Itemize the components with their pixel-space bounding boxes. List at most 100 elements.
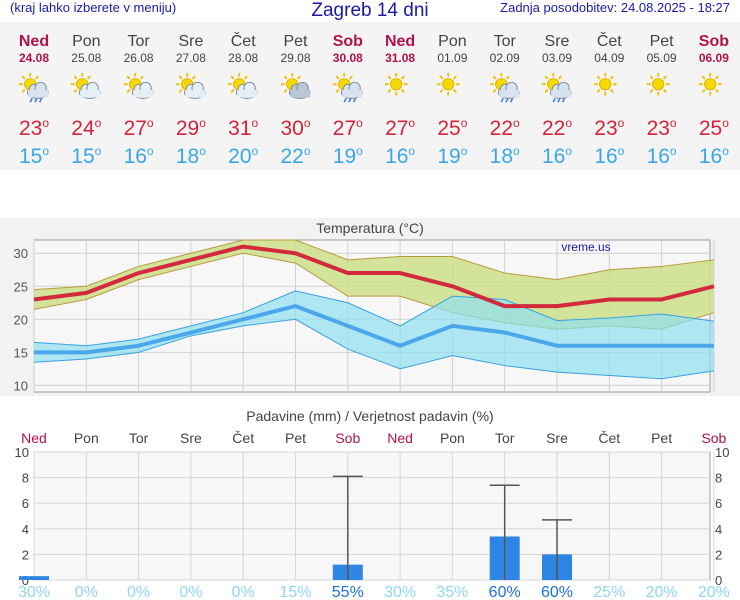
min-temp: 16o [594, 144, 625, 168]
day-column: Pon 25.08 24o 15o [60, 22, 112, 168]
temperature-chart-bg [0, 218, 740, 396]
day-date: 01.09 [437, 51, 468, 65]
page-title: Zagreb 14 dni [311, 0, 429, 21]
daily-forecast-strip: Ned 24.08 23o 15o Pon 25.08 24o 15o Tor 26… [0, 22, 740, 170]
day-column: Sob 06.09 25o 16o [688, 22, 740, 168]
day-date: 03.09 [541, 51, 573, 65]
temperature-plot-area [33, 239, 711, 393]
max-temp: 25o [437, 116, 468, 140]
y-tick-label: 10 [14, 378, 28, 393]
min-temp: 15o [71, 144, 102, 168]
y-tick-label-right: 10 [715, 445, 729, 460]
day-date: 29.08 [280, 51, 311, 65]
day-name: Sre [544, 33, 570, 50]
day-name: Pon [438, 33, 467, 50]
sun-cloud-icon [165, 71, 217, 103]
day-column: Ned 24.08 23o 15o [8, 22, 60, 168]
y-tick-label-right: 8 [715, 471, 722, 486]
y-tick-label: 0 [22, 573, 29, 588]
min-temp: 16o [123, 144, 154, 168]
precipitation-bar [542, 554, 572, 580]
day-date: 28.08 [228, 51, 259, 65]
y-tick-label: 30 [14, 246, 28, 261]
x-tick-label: Sob [701, 430, 726, 446]
day-name: Čet [596, 33, 622, 50]
x-tick-label: Sre [546, 430, 568, 446]
precipitation-probability: 0% [232, 584, 255, 600]
min-temp: 16o [385, 144, 416, 168]
max-temp: 23o [594, 116, 625, 140]
band-edge [33, 318, 714, 380]
precipitation-probability: 60% [489, 584, 521, 600]
max-temp: 25o [698, 116, 729, 140]
precipitation-probability: 20% [646, 584, 678, 600]
max-temp: 31o [228, 116, 259, 140]
sun-icon [374, 71, 426, 103]
min-temp: 16o [541, 144, 573, 168]
day-column: Pet 29.08 30o 22o [270, 22, 322, 168]
day-name: Tor [127, 33, 150, 50]
y-tick-label: 15 [14, 345, 28, 360]
day-column: Čet 28.08 31o 20o [217, 22, 269, 168]
sun-cloud-icon [217, 71, 269, 103]
max-temp-line [33, 244, 715, 309]
day-name: Pet [649, 33, 674, 50]
day-date: 05.09 [646, 51, 677, 65]
day-column: Ned 31.08 27o 16o [374, 22, 426, 168]
x-tick-label: Tor [495, 430, 515, 446]
day-column: Sre 03.09 22o 16o [531, 22, 583, 168]
max-temp: 27o [332, 116, 363, 140]
max-temp: 30o [280, 116, 311, 140]
y-tick-label: 8 [22, 471, 29, 486]
day-date: 02.09 [489, 51, 520, 65]
day-column: Sob 30.08 27o 19o [322, 22, 374, 168]
precipitation-probability: 30% [384, 584, 416, 600]
day-date: 26.08 [123, 51, 154, 65]
sun-icon [426, 71, 478, 103]
min-temp: 16o [646, 144, 677, 168]
sun-cloud-rain-icon [531, 71, 583, 103]
max-temp: 23o [646, 116, 677, 140]
precipitation-probability: 55% [332, 584, 364, 600]
day-name: Ned [384, 33, 416, 50]
day-date: 31.08 [385, 51, 416, 65]
y-tick-label: 6 [22, 496, 29, 511]
last-update: Zadnja posodobitev: 24.08.2025 - 18:27 [500, 0, 730, 15]
y-tick-label-right: 0 [715, 573, 722, 588]
min-temp: 19o [437, 144, 468, 168]
min-temp: 22o [280, 144, 311, 168]
precipitation-probability: 0% [179, 584, 202, 600]
day-date: 24.08 [18, 51, 50, 65]
y-tick-label: 25 [14, 279, 28, 294]
x-tick-label: Čet [598, 430, 620, 446]
temperature-band [34, 290, 714, 379]
menu-note: (kraj lahko izberete v meniju) [10, 0, 177, 15]
x-tick-label: Pet [651, 430, 672, 446]
max-temp: 27o [385, 116, 416, 140]
day-name: Pet [283, 33, 308, 50]
sun-cloud-rain-icon [479, 71, 531, 103]
precipitation-probability: 35% [436, 584, 468, 600]
precipitation-plot-area [33, 451, 711, 581]
precipitation-probability: 60% [541, 584, 573, 600]
cloudy-icon [270, 71, 322, 103]
day-column: Pet 05.09 23o 16o [636, 22, 688, 168]
chart-title: Padavine (mm) / Verjetnost padavin (%) [246, 408, 493, 424]
y-tick-label-right: 6 [715, 496, 722, 511]
max-temp: 22o [489, 116, 520, 140]
precipitation-bar [489, 536, 520, 580]
y-tick-label-right: 4 [715, 522, 722, 537]
watermark: vreme.us [561, 240, 610, 254]
day-column: Tor 26.08 27o 16o [113, 22, 165, 168]
precipitation-probability: 0% [75, 584, 98, 600]
day-date: 04.09 [594, 51, 625, 65]
max-temp: 23o [18, 116, 50, 140]
min-temp: 18o [175, 144, 206, 168]
x-tick-label: Sre [180, 430, 202, 446]
min-temp-line [34, 304, 714, 355]
sun-cloud-rain-icon [322, 71, 374, 103]
day-column: Tor 02.09 22o 18o [479, 22, 531, 168]
day-date: 25.08 [71, 51, 102, 65]
sun-icon [636, 71, 688, 103]
sun-cloud-icon [60, 71, 112, 103]
